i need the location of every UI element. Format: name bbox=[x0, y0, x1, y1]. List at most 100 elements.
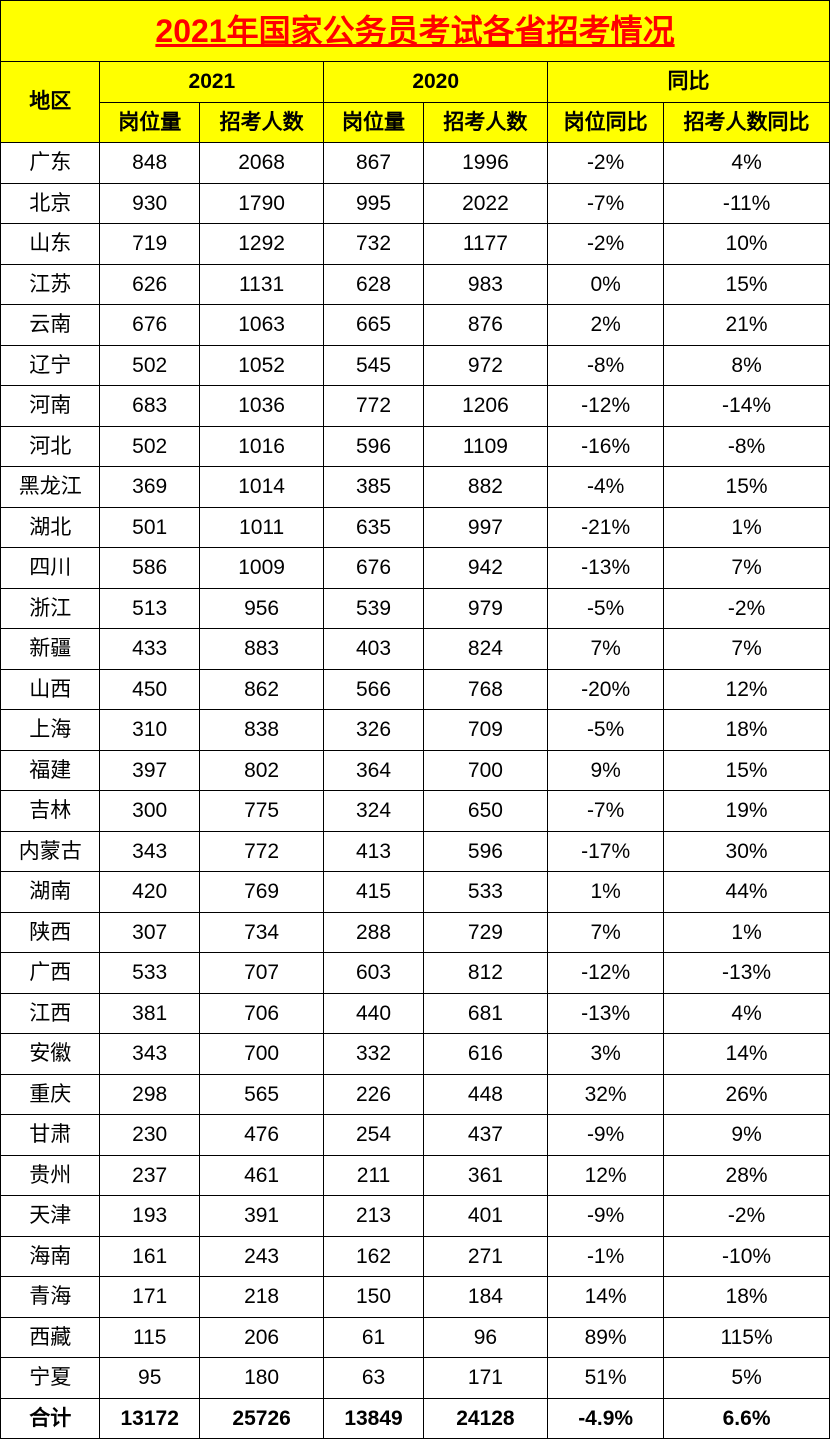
header-2020: 2020 bbox=[324, 62, 548, 103]
cell-posyoy: -1% bbox=[548, 1236, 664, 1277]
cell-ppl20: 824 bbox=[423, 629, 547, 670]
cell-ppl20: 997 bbox=[423, 507, 547, 548]
cell-pos21: 343 bbox=[100, 831, 199, 872]
cell-pos21: 193 bbox=[100, 1196, 199, 1237]
cell-pplyoy: 1% bbox=[664, 912, 830, 953]
cell-pplyoy: 18% bbox=[664, 1277, 830, 1318]
cell-posyoy: 32% bbox=[548, 1074, 664, 1115]
table-row: 湖北5011011635997-21%1% bbox=[1, 507, 830, 548]
cell-region: 湖北 bbox=[1, 507, 100, 548]
cell-ppl21: 838 bbox=[199, 710, 323, 751]
cell-region: 甘肃 bbox=[1, 1115, 100, 1156]
cell-pplyoy: 15% bbox=[664, 467, 830, 508]
cell-region: 山西 bbox=[1, 669, 100, 710]
cell-ppl20: 942 bbox=[423, 548, 547, 589]
cell-pos20: 288 bbox=[324, 912, 423, 953]
cell-region: 云南 bbox=[1, 305, 100, 346]
cell-pos20: 772 bbox=[324, 386, 423, 427]
total-cell-region: 合计 bbox=[1, 1398, 100, 1439]
cell-pos20: 211 bbox=[324, 1155, 423, 1196]
cell-pos20: 867 bbox=[324, 143, 423, 184]
table-row: 吉林300775324650-7%19% bbox=[1, 791, 830, 832]
table-row: 贵州23746121136112%28% bbox=[1, 1155, 830, 1196]
cell-pplyoy: 18% bbox=[664, 710, 830, 751]
cell-pos21: 307 bbox=[100, 912, 199, 953]
cell-posyoy: -12% bbox=[548, 953, 664, 994]
cell-region: 吉林 bbox=[1, 791, 100, 832]
table-row: 青海17121815018414%18% bbox=[1, 1277, 830, 1318]
cell-region: 辽宁 bbox=[1, 345, 100, 386]
cell-pos21: 171 bbox=[100, 1277, 199, 1318]
total-cell-pos21: 13172 bbox=[100, 1398, 199, 1439]
table-row: 黑龙江3691014385882-4%15% bbox=[1, 467, 830, 508]
cell-region: 陕西 bbox=[1, 912, 100, 953]
cell-pos21: 683 bbox=[100, 386, 199, 427]
cell-posyoy: -13% bbox=[548, 993, 664, 1034]
table-row: 广西533707603812-12%-13% bbox=[1, 953, 830, 994]
table-row: 陕西3077342887297%1% bbox=[1, 912, 830, 953]
cell-pos20: 635 bbox=[324, 507, 423, 548]
cell-ppl20: 171 bbox=[423, 1358, 547, 1399]
total-cell-pos20: 13849 bbox=[324, 1398, 423, 1439]
cell-ppl20: 596 bbox=[423, 831, 547, 872]
recruitment-table: 2021年国家公务员考试各省招考情况 地区 2021 2020 同比 岗位量 招… bbox=[0, 0, 830, 1439]
table-row: 山西450862566768-20%12% bbox=[1, 669, 830, 710]
cell-ppl20: 768 bbox=[423, 669, 547, 710]
cell-posyoy: 7% bbox=[548, 912, 664, 953]
cell-pplyoy: 28% bbox=[664, 1155, 830, 1196]
table-row: 浙江513956539979-5%-2% bbox=[1, 588, 830, 629]
cell-pos20: 324 bbox=[324, 791, 423, 832]
cell-pos20: 628 bbox=[324, 264, 423, 305]
cell-pos20: 403 bbox=[324, 629, 423, 670]
header-2021: 2021 bbox=[100, 62, 324, 103]
cell-pos20: 162 bbox=[324, 1236, 423, 1277]
cell-pplyoy: 5% bbox=[664, 1358, 830, 1399]
cell-region: 河南 bbox=[1, 386, 100, 427]
cell-pos21: 586 bbox=[100, 548, 199, 589]
table-body: 广东84820688671996-2%4%北京93017909952022-7%… bbox=[1, 143, 830, 1439]
cell-ppl21: 1052 bbox=[199, 345, 323, 386]
header-positions-2020: 岗位量 bbox=[324, 102, 423, 143]
cell-ppl21: 243 bbox=[199, 1236, 323, 1277]
cell-pos21: 310 bbox=[100, 710, 199, 751]
cell-region: 四川 bbox=[1, 548, 100, 589]
table-row: 甘肃230476254437-9%9% bbox=[1, 1115, 830, 1156]
cell-pplyoy: 7% bbox=[664, 629, 830, 670]
title-row: 2021年国家公务员考试各省招考情况 bbox=[1, 1, 830, 62]
cell-ppl20: 2022 bbox=[423, 183, 547, 224]
cell-posyoy: 14% bbox=[548, 1277, 664, 1318]
cell-pos21: 397 bbox=[100, 750, 199, 791]
cell-posyoy: -16% bbox=[548, 426, 664, 467]
cell-pos20: 732 bbox=[324, 224, 423, 265]
cell-ppl20: 401 bbox=[423, 1196, 547, 1237]
table-row: 内蒙古343772413596-17%30% bbox=[1, 831, 830, 872]
cell-posyoy: -12% bbox=[548, 386, 664, 427]
cell-posyoy: 9% bbox=[548, 750, 664, 791]
cell-pplyoy: -8% bbox=[664, 426, 830, 467]
cell-pos20: 332 bbox=[324, 1034, 423, 1075]
cell-pplyoy: 30% bbox=[664, 831, 830, 872]
cell-posyoy: -7% bbox=[548, 183, 664, 224]
cell-ppl21: 707 bbox=[199, 953, 323, 994]
cell-pplyoy: -10% bbox=[664, 1236, 830, 1277]
cell-ppl20: 616 bbox=[423, 1034, 547, 1075]
cell-region: 北京 bbox=[1, 183, 100, 224]
table-row: 宁夏951806317151%5% bbox=[1, 1358, 830, 1399]
cell-region: 重庆 bbox=[1, 1074, 100, 1115]
table-row: 江苏62611316289830%15% bbox=[1, 264, 830, 305]
cell-pplyoy: -11% bbox=[664, 183, 830, 224]
cell-posyoy: 12% bbox=[548, 1155, 664, 1196]
cell-pos21: 237 bbox=[100, 1155, 199, 1196]
cell-posyoy: 7% bbox=[548, 629, 664, 670]
cell-posyoy: -8% bbox=[548, 345, 664, 386]
table-row: 广东84820688671996-2%4% bbox=[1, 143, 830, 184]
cell-pplyoy: 8% bbox=[664, 345, 830, 386]
cell-pos20: 150 bbox=[324, 1277, 423, 1318]
cell-pos20: 326 bbox=[324, 710, 423, 751]
cell-posyoy: -2% bbox=[548, 224, 664, 265]
cell-posyoy: 3% bbox=[548, 1034, 664, 1075]
cell-posyoy: -4% bbox=[548, 467, 664, 508]
cell-pos20: 385 bbox=[324, 467, 423, 508]
cell-pos20: 364 bbox=[324, 750, 423, 791]
table-row: 四川5861009676942-13%7% bbox=[1, 548, 830, 589]
